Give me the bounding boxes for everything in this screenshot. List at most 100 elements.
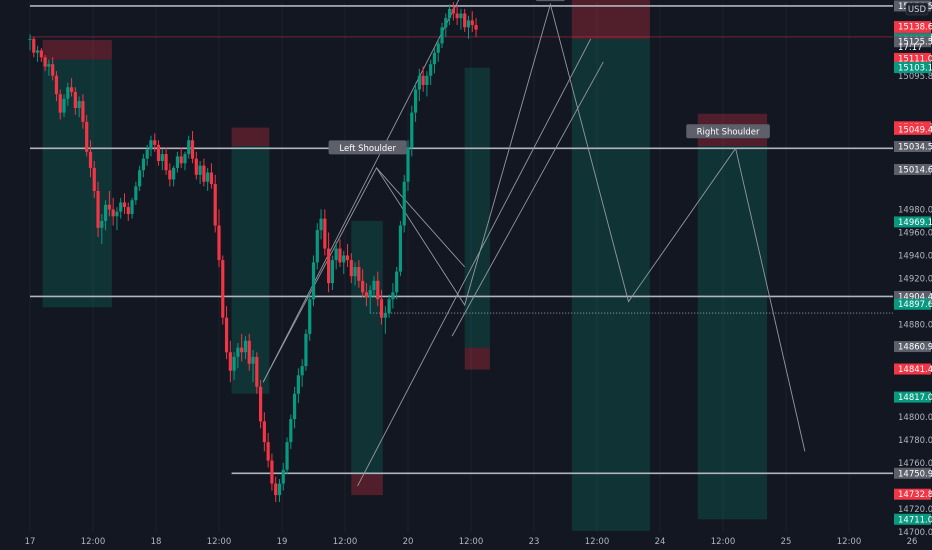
- candle-body: [92, 167, 96, 191]
- pattern-line: [357, 38, 592, 487]
- candle-body: [425, 75, 429, 85]
- candle-body: [285, 442, 289, 470]
- countdown-label: 17:17: [898, 43, 923, 53]
- candle-body: [160, 154, 164, 161]
- price-tag-label: 14904.43: [898, 292, 932, 302]
- time-axis[interactable]: 17 12:00 18 12:00 19 12:00 20 12:00 23 12:00 24 12:…: [25, 537, 918, 547]
- candle-body: [183, 154, 187, 164]
- price-tag: [894, 21, 931, 33]
- time-tick-label: 12:00: [207, 537, 232, 547]
- candle-body: [289, 419, 293, 443]
- time-tick-label: 20: [403, 537, 414, 547]
- candle-body: [300, 366, 304, 376]
- pattern-line: [262, 0, 460, 383]
- candle-body: [130, 200, 134, 214]
- candle-body: [311, 262, 316, 300]
- candle-body: [255, 356, 259, 387]
- price-tag: [894, 488, 931, 500]
- candle-body: [51, 64, 55, 76]
- target-zone: [697, 146, 768, 520]
- time-tick-label: 12:00: [585, 537, 610, 547]
- candle-body: [440, 27, 444, 44]
- time-tick-label: 12:00: [459, 537, 484, 547]
- candle-body: [156, 144, 161, 161]
- candle-body: [444, 18, 448, 28]
- candle-body: [357, 267, 361, 281]
- candle-body: [100, 220, 104, 228]
- stop-zone: [42, 40, 112, 60]
- candle-body: [119, 202, 123, 212]
- price-tag-label: 15034.57: [898, 143, 932, 153]
- candle-body: [410, 112, 414, 148]
- time-tick-label: 18: [151, 537, 162, 547]
- candle-body: [88, 151, 93, 168]
- time-tick-label: 17: [25, 537, 36, 547]
- time-tick-label: 12:00: [81, 537, 106, 547]
- price-axis[interactable]: 15095.8615016.0114980.0014960.0014940.00…: [893, 0, 932, 550]
- candle-body: [179, 156, 183, 164]
- price-tag: [894, 513, 931, 525]
- candle-body: [62, 98, 66, 113]
- price-tick-label: 14720.00: [898, 505, 932, 515]
- candle-body: [187, 140, 191, 155]
- target-zone: [42, 59, 112, 308]
- candle-body: [436, 43, 440, 53]
- price-tag-label: 15049.49: [898, 125, 932, 135]
- candle-body: [104, 204, 108, 221]
- price-tick-label: 15095.86: [898, 72, 932, 82]
- price-tag: [894, 141, 931, 153]
- candle-body: [327, 248, 331, 284]
- candle-body: [54, 75, 59, 95]
- candle-body: [96, 190, 100, 228]
- price-tag: [894, 391, 931, 403]
- price-tick-label: 14760.00: [898, 459, 932, 469]
- time-tick-label: 12:00: [333, 537, 358, 547]
- candle-body: [342, 255, 346, 263]
- price-tag-label: 14817.09: [898, 393, 932, 403]
- stop-zone: [464, 347, 490, 370]
- candle-body: [58, 94, 62, 113]
- time-tick-label: 12:00: [837, 537, 862, 547]
- price-tick-label: 14880.00: [898, 321, 932, 331]
- candle-body: [258, 386, 263, 422]
- price-tag: [894, 216, 931, 228]
- candle-body: [190, 140, 195, 159]
- candle-body: [194, 158, 198, 175]
- pattern-lines-layer: [262, 0, 806, 487]
- candle-body: [304, 333, 308, 367]
- candle-body: [319, 218, 323, 231]
- candle-body: [474, 25, 478, 30]
- time-tick-label: 19: [277, 537, 288, 547]
- currency-badge[interactable]: USD: [905, 2, 929, 16]
- price-tag-label: 15103.12: [898, 64, 932, 74]
- target-zone: [571, 38, 650, 531]
- candle-body: [217, 225, 221, 261]
- candle-body: [251, 356, 255, 364]
- target-zone: [464, 67, 490, 348]
- candle-body: [364, 292, 369, 297]
- candle-body: [361, 280, 365, 293]
- candle-body: [463, 13, 467, 28]
- candle-body: [47, 64, 51, 67]
- candle-body: [308, 299, 312, 334]
- price-tick-label: 14780.00: [898, 436, 932, 446]
- price-tag: [894, 123, 931, 135]
- candle-body: [149, 140, 153, 150]
- candle-body: [77, 101, 81, 108]
- candle-body: [338, 248, 342, 263]
- time-tick-label: 24: [655, 537, 666, 547]
- candle-body: [459, 13, 463, 19]
- candle-body: [35, 50, 40, 53]
- candle-body: [387, 299, 391, 314]
- candles-layer: [28, 2, 478, 503]
- price-tag: [894, 341, 931, 353]
- price-tick-label: 14800.00: [898, 413, 932, 423]
- candle-body: [141, 158, 145, 171]
- candle-body: [466, 20, 471, 28]
- candle-body: [126, 207, 130, 214]
- candle-body: [379, 299, 384, 318]
- candle-body: [262, 421, 266, 443]
- currency-label: USD: [908, 5, 927, 15]
- candle-body: [383, 313, 387, 318]
